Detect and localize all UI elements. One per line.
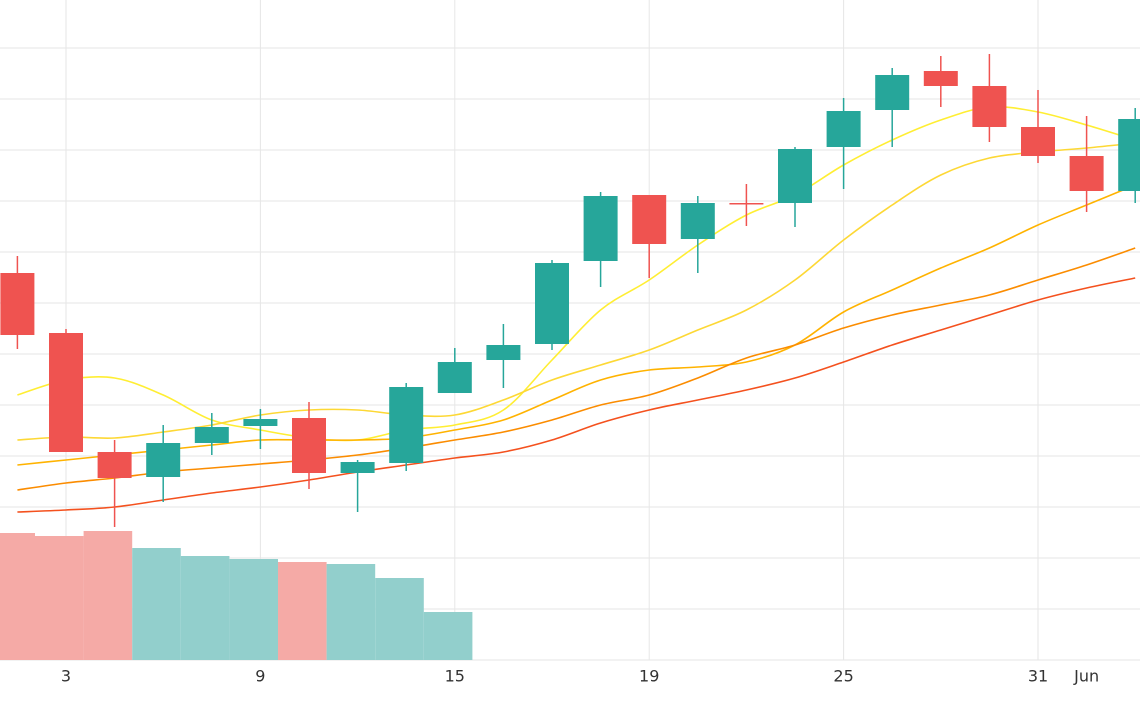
x-tick-label: 3 xyxy=(61,667,71,686)
x-tick-label: 19 xyxy=(639,667,659,686)
candle-body xyxy=(729,203,764,205)
volume-bar xyxy=(0,533,35,660)
candle-body xyxy=(292,418,326,473)
candle-body xyxy=(923,71,958,86)
moving-averages xyxy=(17,105,1136,513)
candle-body xyxy=(875,75,910,110)
candle-body xyxy=(778,149,812,203)
x-tick-label: 15 xyxy=(445,667,465,686)
volume-bar xyxy=(278,562,327,660)
candle-body xyxy=(97,452,132,478)
volume-bar xyxy=(326,564,376,660)
x-tick-label: Jun xyxy=(1073,667,1099,686)
candle-body xyxy=(437,362,472,393)
candle-body xyxy=(826,111,861,147)
candle-body xyxy=(340,462,375,473)
x-axis: 3 9 15 19 25 31 Jun xyxy=(61,667,1099,686)
candle-body xyxy=(680,203,715,239)
moving-average-line xyxy=(17,105,1136,442)
volume-bar xyxy=(229,559,278,660)
candle-body xyxy=(1069,156,1104,191)
candle-body xyxy=(194,427,229,443)
candle-body xyxy=(146,443,181,477)
candle-body xyxy=(243,419,278,426)
candle-body xyxy=(49,333,83,452)
volume-bar xyxy=(375,578,424,660)
candle-body xyxy=(486,345,521,360)
volume-layer xyxy=(0,531,473,660)
candle-body xyxy=(632,195,667,244)
candle-body xyxy=(583,196,618,261)
candle-body xyxy=(0,273,35,335)
volume-bar xyxy=(83,531,133,660)
candles xyxy=(0,54,1140,527)
volume-bar xyxy=(423,612,473,660)
candle-body xyxy=(389,387,424,463)
candle-body xyxy=(1118,119,1140,191)
volume-bar xyxy=(35,536,84,660)
candle-body xyxy=(535,263,569,344)
candle-body xyxy=(972,86,1007,127)
moving-average-line xyxy=(17,277,1136,513)
moving-average-line xyxy=(17,184,1136,466)
volume-bar xyxy=(180,556,230,660)
x-tick-label: 25 xyxy=(833,667,853,686)
moving-average-line xyxy=(17,142,1136,441)
candle-body xyxy=(1021,127,1055,156)
x-tick-label: 9 xyxy=(255,667,265,686)
moving-average-line xyxy=(17,247,1136,491)
x-tick-label: 31 xyxy=(1028,667,1048,686)
volume-bar xyxy=(132,548,181,660)
